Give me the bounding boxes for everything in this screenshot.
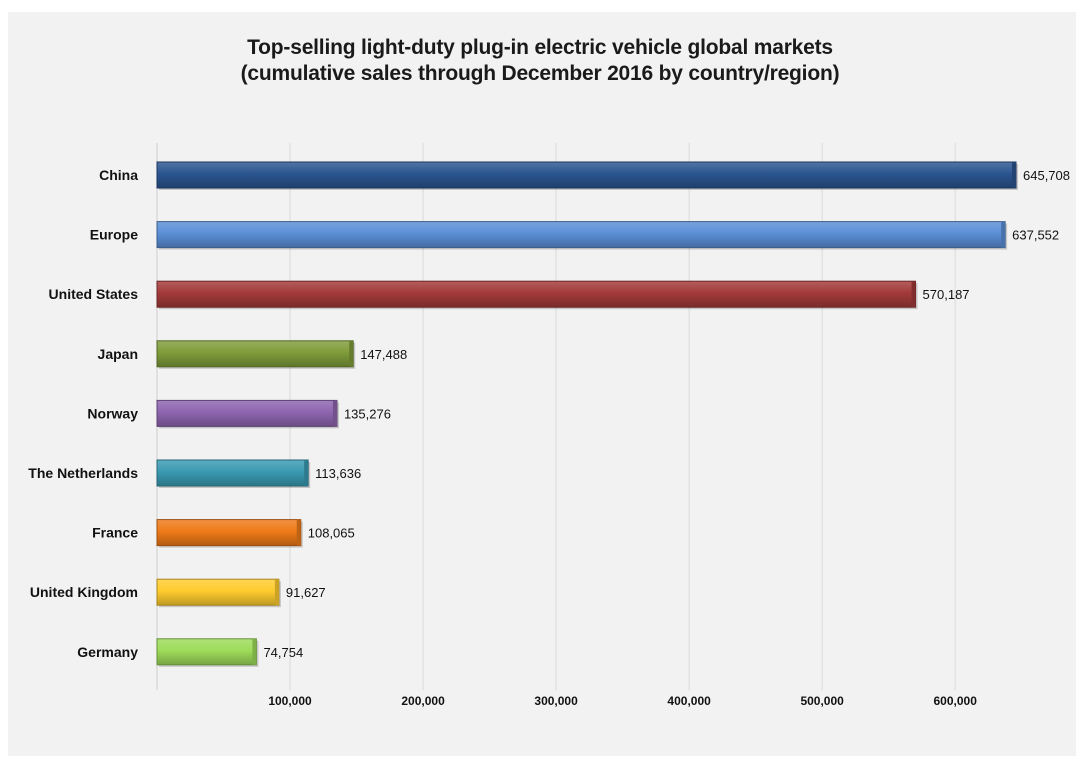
bar-end-cap: [349, 340, 354, 367]
bar-end-cap: [911, 281, 916, 308]
category-label: United States: [49, 286, 139, 302]
bar-end-cap: [1012, 162, 1016, 188]
category-label: Japan: [98, 346, 138, 362]
value-label: 108,065: [308, 526, 355, 541]
bar-end-cap: [296, 519, 301, 546]
bar: [156, 519, 302, 547]
x-tick-label: 200,000: [401, 694, 445, 708]
chart-panel: [8, 12, 1076, 756]
category-label: China: [99, 167, 138, 183]
bar-end-cap: [332, 400, 337, 427]
x-tick-label: 600,000: [933, 694, 977, 708]
x-tick-label: 300,000: [534, 694, 578, 708]
bar-end-cap: [1001, 221, 1006, 248]
x-tick-label: 100,000: [268, 694, 312, 708]
category-label: Norway: [87, 405, 138, 421]
bar: [156, 161, 1017, 189]
x-tick-label: 400,000: [667, 694, 711, 708]
value-label: 645,708: [1023, 168, 1070, 183]
bar: [156, 280, 917, 308]
bar-end-cap: [304, 460, 309, 486]
value-label: 91,627: [286, 585, 326, 600]
value-label: 147,488: [360, 347, 407, 362]
value-label: 135,276: [344, 406, 391, 421]
chart-title-line-2: (cumulative sales through December 2016 …: [240, 62, 840, 85]
bar: [156, 221, 1006, 249]
bar: [156, 459, 309, 487]
bar-end-cap: [274, 579, 279, 606]
value-label: 637,552: [1012, 228, 1059, 243]
value-label: 113,636: [315, 466, 361, 481]
chart-title-line-1: Top-selling light-duty plug-in electric …: [247, 36, 833, 59]
category-label: The Netherlands: [28, 465, 138, 481]
category-label: France: [92, 525, 138, 541]
bar: [156, 638, 257, 666]
x-tick-label: 500,000: [800, 694, 844, 708]
category-label: United Kingdom: [30, 584, 138, 600]
value-label: 74,754: [263, 645, 303, 660]
bar: [156, 399, 338, 427]
bar: [156, 340, 354, 368]
value-label: 570,187: [923, 287, 970, 302]
category-label: Europe: [90, 227, 138, 243]
category-label: Germany: [77, 644, 138, 660]
bar: [156, 578, 280, 606]
bar-end-cap: [252, 638, 257, 665]
